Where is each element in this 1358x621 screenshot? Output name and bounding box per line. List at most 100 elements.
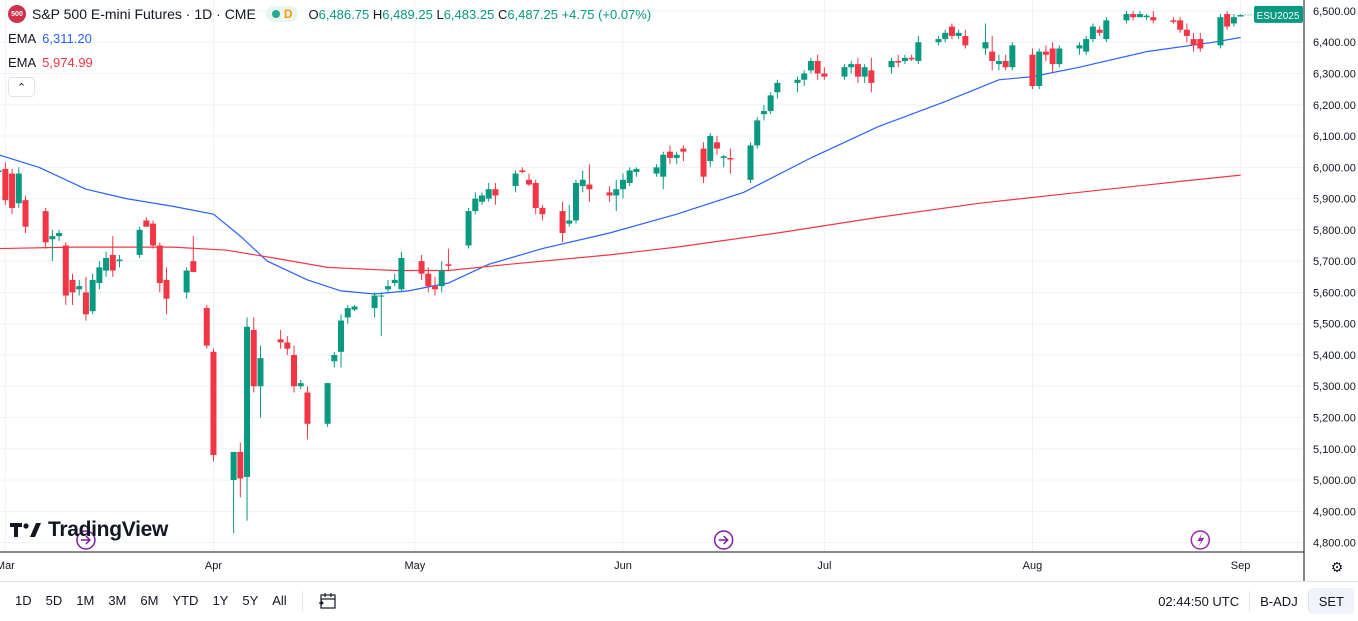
candle[interactable] xyxy=(230,451,237,534)
candle[interactable] xyxy=(250,317,257,393)
candle[interactable] xyxy=(519,167,526,174)
candle[interactable] xyxy=(1083,35,1090,55)
candle[interactable] xyxy=(344,304,351,324)
candle[interactable] xyxy=(1049,42,1056,74)
candle[interactable] xyxy=(465,207,472,249)
range-1d-button[interactable]: 1D xyxy=(15,593,32,608)
candle[interactable] xyxy=(633,167,640,177)
candle[interactable] xyxy=(1183,23,1190,43)
candle[interactable] xyxy=(1076,42,1083,55)
candle[interactable] xyxy=(653,164,660,177)
candle[interactable] xyxy=(22,195,29,233)
badj-toggle[interactable]: B-ADJ xyxy=(1260,593,1298,609)
candle[interactable] xyxy=(385,279,392,293)
split-marker-icon[interactable] xyxy=(1190,530,1211,550)
candle[interactable] xyxy=(982,23,989,55)
candle[interactable] xyxy=(1177,17,1184,33)
candle[interactable] xyxy=(297,379,304,390)
candle[interactable] xyxy=(774,79,781,99)
candle[interactable] xyxy=(579,170,586,193)
candle[interactable] xyxy=(801,70,808,87)
candle[interactable] xyxy=(190,236,197,273)
candle[interactable] xyxy=(378,292,385,337)
candle[interactable] xyxy=(284,336,291,355)
range-5y-button[interactable]: 5Y xyxy=(242,593,259,608)
candle[interactable] xyxy=(492,182,499,205)
candle[interactable] xyxy=(150,220,157,249)
candle[interactable] xyxy=(613,179,620,212)
gear-icon[interactable]: ⚙ xyxy=(1330,558,1344,575)
candle[interactable] xyxy=(136,226,143,259)
candle[interactable] xyxy=(666,145,673,165)
candle[interactable] xyxy=(861,64,868,83)
date-range-button[interactable] xyxy=(311,588,345,614)
candle[interactable] xyxy=(1096,26,1103,36)
candle[interactable] xyxy=(291,345,298,393)
candle[interactable] xyxy=(532,179,539,215)
range-1m-button[interactable]: 1M xyxy=(76,593,95,608)
candle[interactable] xyxy=(848,60,855,74)
candle[interactable] xyxy=(445,248,452,271)
symbol-title[interactable]: S&P 500 E-mini Futures · 1D · CME xyxy=(32,6,256,22)
range-all-button[interactable]: All xyxy=(272,593,287,608)
candle[interactable] xyxy=(56,229,63,241)
candle[interactable] xyxy=(915,35,922,65)
candle[interactable] xyxy=(680,145,687,162)
candle[interactable] xyxy=(69,273,76,305)
candle[interactable] xyxy=(398,251,405,293)
candle[interactable] xyxy=(1029,48,1036,90)
candle[interactable] xyxy=(713,136,720,155)
candle[interactable] xyxy=(1089,23,1096,43)
candle[interactable] xyxy=(1042,45,1049,61)
candle[interactable] xyxy=(747,142,754,183)
contract-tag-label[interactable]: ESU2025 xyxy=(1257,11,1300,22)
candle[interactable] xyxy=(1237,14,1244,17)
candle[interactable] xyxy=(1190,32,1197,52)
candle[interactable] xyxy=(727,148,734,174)
candle[interactable] xyxy=(895,54,902,68)
candle[interactable] xyxy=(338,314,345,368)
collapse-legend-button[interactable]: ⌃ xyxy=(8,77,35,97)
candle[interactable] xyxy=(76,279,83,296)
candle[interactable] xyxy=(89,273,96,315)
market-status[interactable]: D xyxy=(265,6,299,22)
candle[interactable] xyxy=(962,29,969,49)
candle[interactable] xyxy=(888,57,895,74)
candle[interactable] xyxy=(49,229,56,262)
candle[interactable] xyxy=(935,35,942,46)
candle[interactable] xyxy=(767,92,774,115)
clock-time[interactable]: 02:44:50 UTC xyxy=(1158,593,1240,609)
candle[interactable] xyxy=(472,192,479,215)
candle[interactable] xyxy=(15,167,22,208)
candle[interactable] xyxy=(525,173,532,187)
dividend-marker-icon[interactable] xyxy=(713,530,734,550)
candle[interactable] xyxy=(210,348,217,462)
set-toggle[interactable]: SET xyxy=(1308,588,1354,614)
candle[interactable] xyxy=(1150,10,1157,24)
candle[interactable] xyxy=(760,104,767,121)
candle[interactable] xyxy=(908,54,915,61)
candle[interactable] xyxy=(244,317,251,521)
candle[interactable] xyxy=(82,276,89,321)
candle[interactable] xyxy=(0,161,2,178)
candle[interactable] xyxy=(606,186,613,202)
range-3m-button[interactable]: 3M xyxy=(108,593,127,608)
candles[interactable] xyxy=(0,10,1244,534)
candle[interactable] xyxy=(1036,48,1043,90)
candle[interactable] xyxy=(901,54,908,65)
candle[interactable] xyxy=(539,204,546,221)
range-6m-button[interactable]: 6M xyxy=(140,593,159,608)
dividend-marker-icon[interactable] xyxy=(76,530,96,550)
candle[interactable] xyxy=(841,64,848,80)
candle[interactable] xyxy=(754,117,761,149)
price-chart[interactable]: 4,800.00 4,900.00 5,000.00 5,100.00 5,200.00… xyxy=(0,0,1358,581)
indicator-ema-slow[interactable]: EMA 5,974.99 xyxy=(8,55,93,70)
candle[interactable] xyxy=(351,304,358,312)
candle[interactable] xyxy=(1123,10,1130,24)
candle[interactable] xyxy=(156,242,163,293)
candle[interactable] xyxy=(331,351,338,368)
candle[interactable] xyxy=(626,167,633,187)
candle[interactable] xyxy=(1224,10,1231,30)
candle[interactable] xyxy=(989,35,996,71)
candle[interactable] xyxy=(277,329,284,349)
